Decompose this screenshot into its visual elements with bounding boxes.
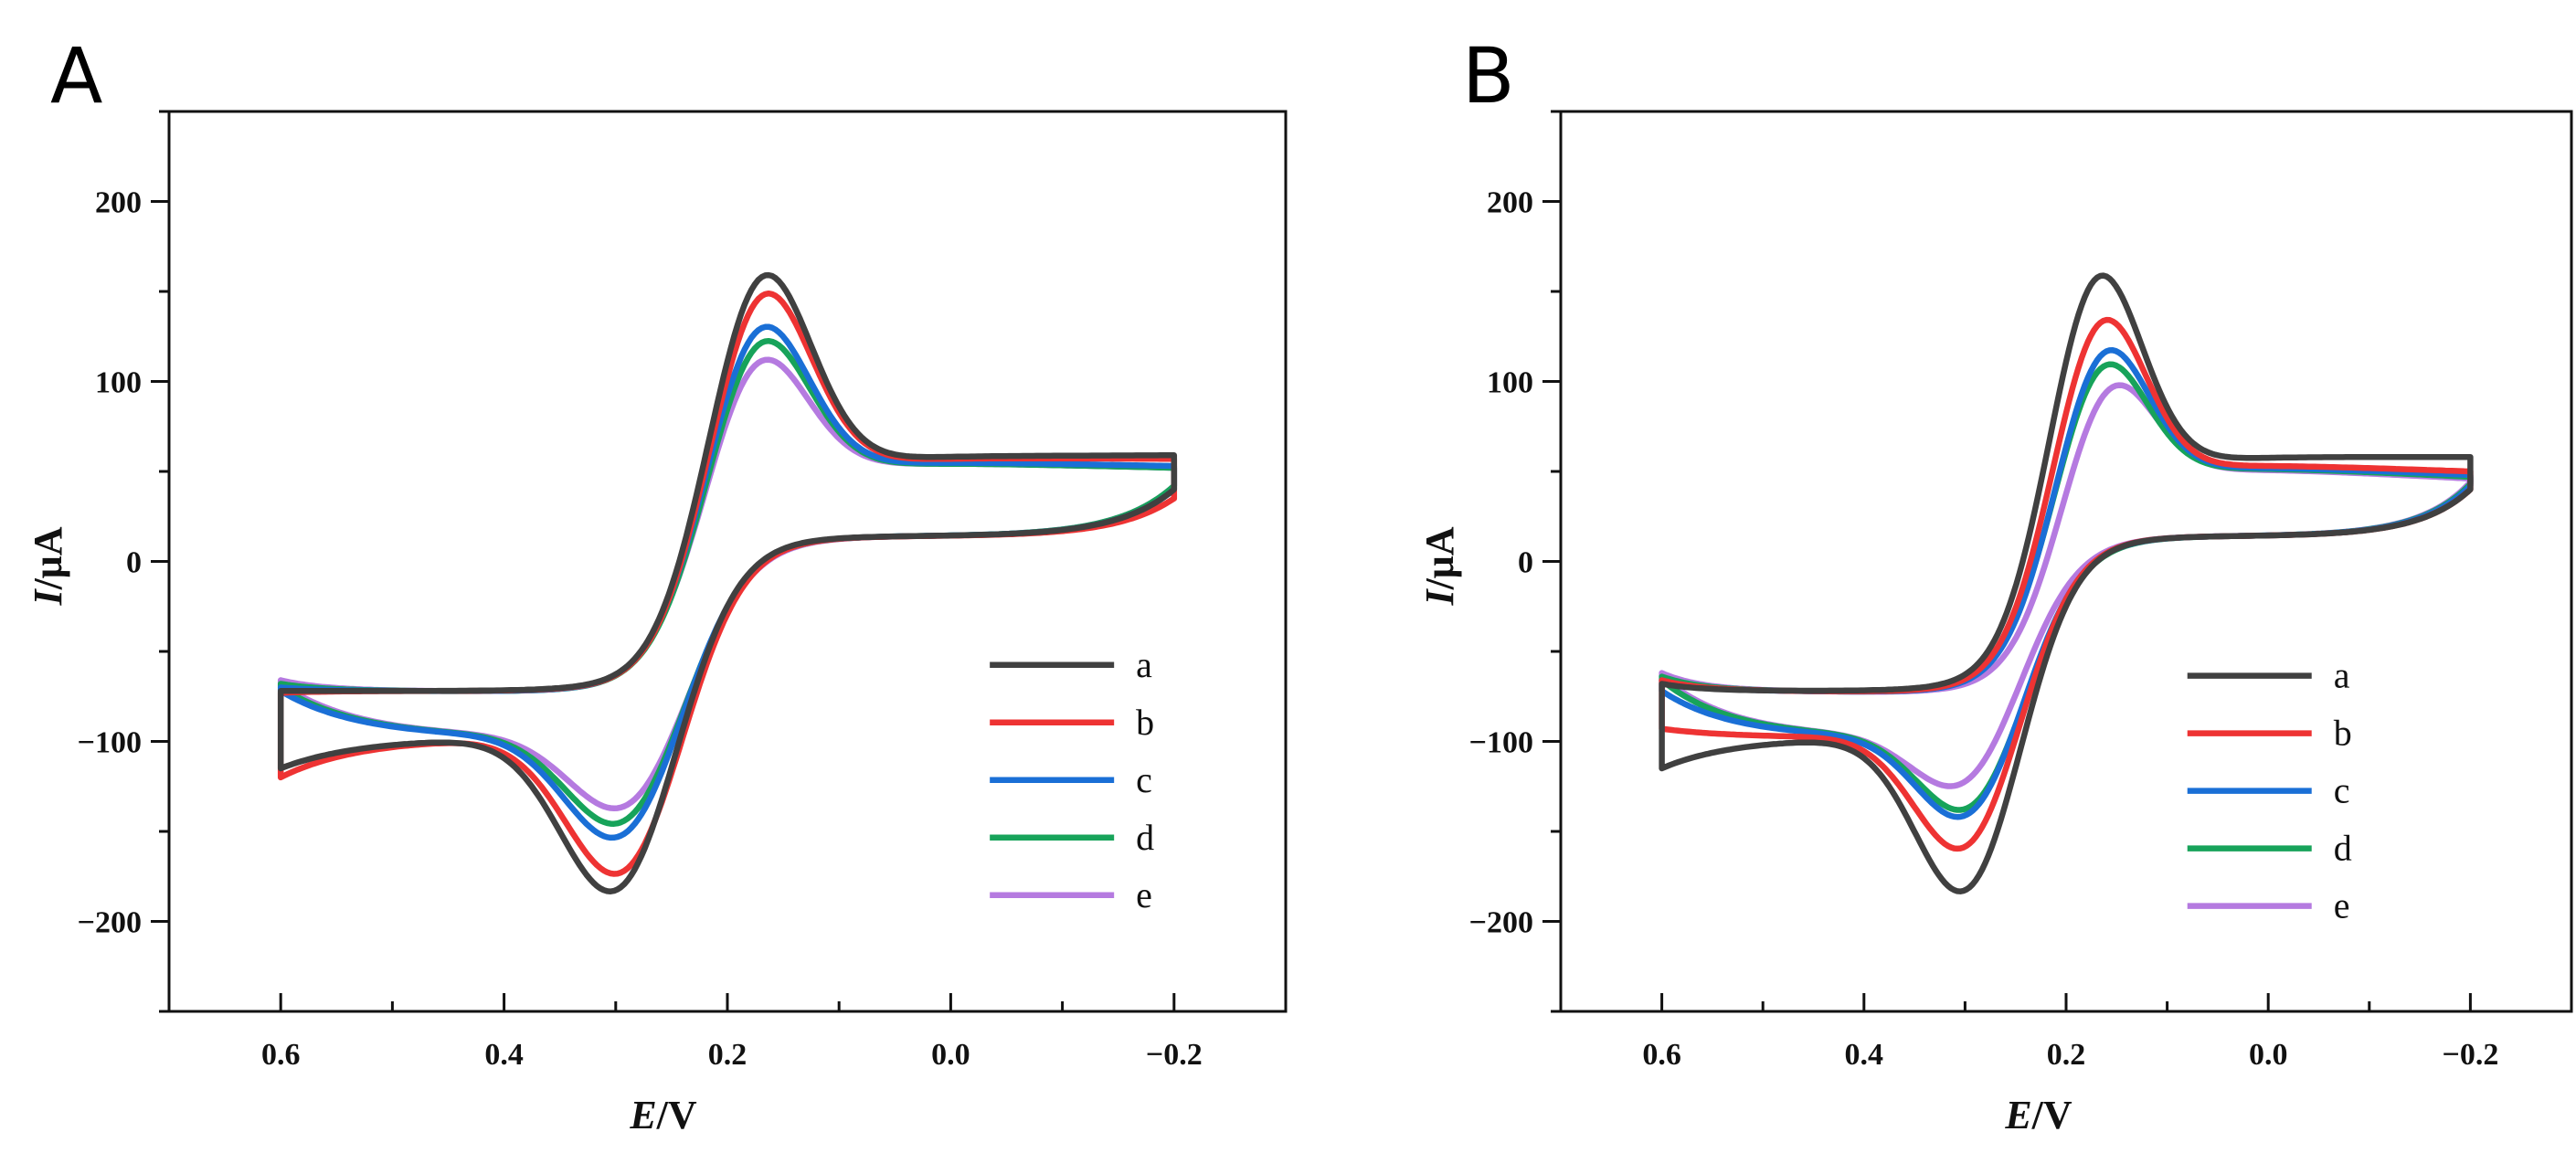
series-line-d <box>277 337 1178 827</box>
legend-label: d <box>1136 817 1154 858</box>
legend-label: a <box>2334 655 2350 696</box>
x-tick-label: 0.2 <box>2047 1038 2086 1072</box>
y-tick-label: −200 <box>1469 906 1533 940</box>
y-axis-symbol: I <box>26 588 70 607</box>
legend-item-d: d <box>990 817 1154 858</box>
legend-item-e: e <box>2187 885 2350 926</box>
series-line-c <box>277 323 1178 841</box>
y-tick-label: 0 <box>126 546 142 580</box>
y-axis-unit: /μA <box>1417 526 1462 590</box>
panel-letter: B <box>1462 31 1515 121</box>
x-axis-unit: /V <box>656 1093 697 1137</box>
x-tick-label: 0.4 <box>484 1038 524 1072</box>
series-line-a <box>1659 272 2474 894</box>
plot-frame <box>167 110 1288 1013</box>
legend-label: a <box>1136 644 1152 685</box>
x-axis-unit: /V <box>2031 1093 2072 1137</box>
y-tick-label: 100 <box>95 366 142 400</box>
x-tick-label: 0.6 <box>1642 1038 1681 1072</box>
x-axis-symbol: E <box>629 1093 656 1137</box>
x-tick-label: −0.2 <box>2442 1038 2498 1072</box>
y-tick-label: 0 <box>1518 546 1533 580</box>
x-axis-title: E/V <box>629 1093 697 1137</box>
legend-label: d <box>2334 828 2352 869</box>
legend-label: c <box>1136 759 1152 800</box>
x-tick-label: 0.6 <box>261 1038 301 1072</box>
y-tick-label: −100 <box>78 726 142 760</box>
y-tick-label: 200 <box>95 186 142 220</box>
series-group <box>1659 272 2474 894</box>
x-tick-label: 0.0 <box>931 1038 970 1072</box>
legend-label: b <box>2334 713 2352 754</box>
legend-label: b <box>1136 702 1154 743</box>
x-axis-title: E/V <box>2004 1093 2072 1137</box>
y-tick-label: 200 <box>1487 186 1533 220</box>
chart-panel-b: B 0.6 0.4 0.2 0.0 −0.2 200 100 0 −100 −200 E/V I/μA a… <box>1417 31 2573 1137</box>
legend-label: c <box>2334 770 2350 811</box>
plot-frame <box>1559 110 2573 1013</box>
legend-label: e <box>1136 874 1152 915</box>
legend-item-c: c <box>990 759 1152 800</box>
series-line-b <box>277 290 1178 877</box>
y-tick-label: −100 <box>1469 726 1533 760</box>
legend-item-b: b <box>990 702 1154 743</box>
y-axis-unit: /μA <box>26 526 70 590</box>
legend-label: e <box>2334 885 2350 926</box>
y-axis-title: I/μA <box>26 526 70 606</box>
y-tick-label: 100 <box>1487 366 1533 400</box>
x-axis-symbol: E <box>2004 1093 2031 1137</box>
legend-item-c: c <box>2187 770 2350 811</box>
x-tick-label: 0.4 <box>1845 1038 1884 1072</box>
y-axis-title: I/μA <box>1417 526 1462 606</box>
chart-panel-a: A 0.6 0.4 0.2 0.0 −0.2 200 100 0 −100 −200 E/V I/μA a… <box>26 31 1288 1137</box>
panel-letter: A <box>50 31 102 121</box>
x-tick-label: −0.2 <box>1146 1038 1203 1072</box>
y-tick-label: −200 <box>78 906 142 940</box>
legend-item-a: a <box>990 644 1152 685</box>
x-tick-label: 0.2 <box>708 1038 747 1072</box>
legend-item-d: d <box>2187 828 2352 869</box>
x-tick-label: 0.0 <box>2249 1038 2288 1072</box>
legend-item-e: e <box>990 874 1152 915</box>
series-group <box>277 271 1178 894</box>
series-line-a <box>277 271 1178 894</box>
y-axis-symbol: I <box>1417 588 1462 607</box>
legend-item-b: b <box>2187 713 2352 754</box>
legend-item-a: a <box>2187 655 2350 696</box>
